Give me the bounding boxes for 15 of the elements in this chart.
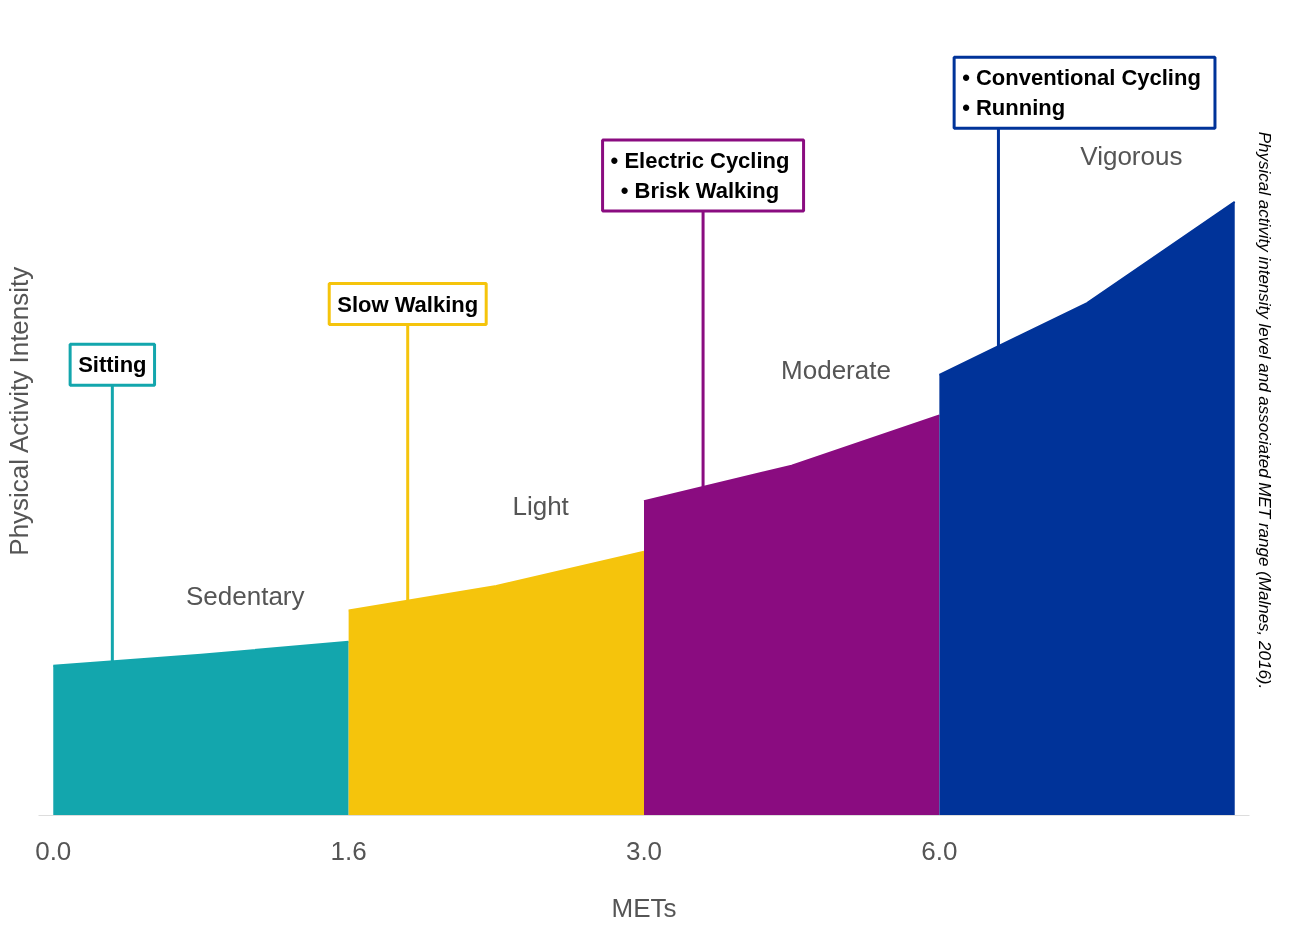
annotation: Slow Walking — [337, 291, 479, 317]
x-tick-label: 1.6 — [330, 835, 367, 866]
text: • Conventional Cycling • Running — [962, 65, 1201, 121]
x-tick-label: 3.0 — [625, 835, 663, 866]
series-label: Light — [512, 490, 570, 521]
annotation: • Electric Cycling • Brisk Walking — [610, 147, 790, 203]
series-label: Moderate — [781, 354, 891, 385]
x-axis-title: METs — [611, 892, 677, 923]
y-axis-title: Physical Activity Intensity — [3, 266, 34, 556]
annotation: Sitting — [78, 352, 147, 378]
x-tick-label: 0.0 — [35, 835, 72, 866]
series-label: Sedentary — [185, 581, 305, 612]
text: Physical activity intensity level and associated MET range (Malnes, 2016). — [1254, 131, 1274, 690]
x-tick-label: 6.0 — [921, 835, 958, 866]
text: Vigorous — [1080, 141, 1183, 172]
